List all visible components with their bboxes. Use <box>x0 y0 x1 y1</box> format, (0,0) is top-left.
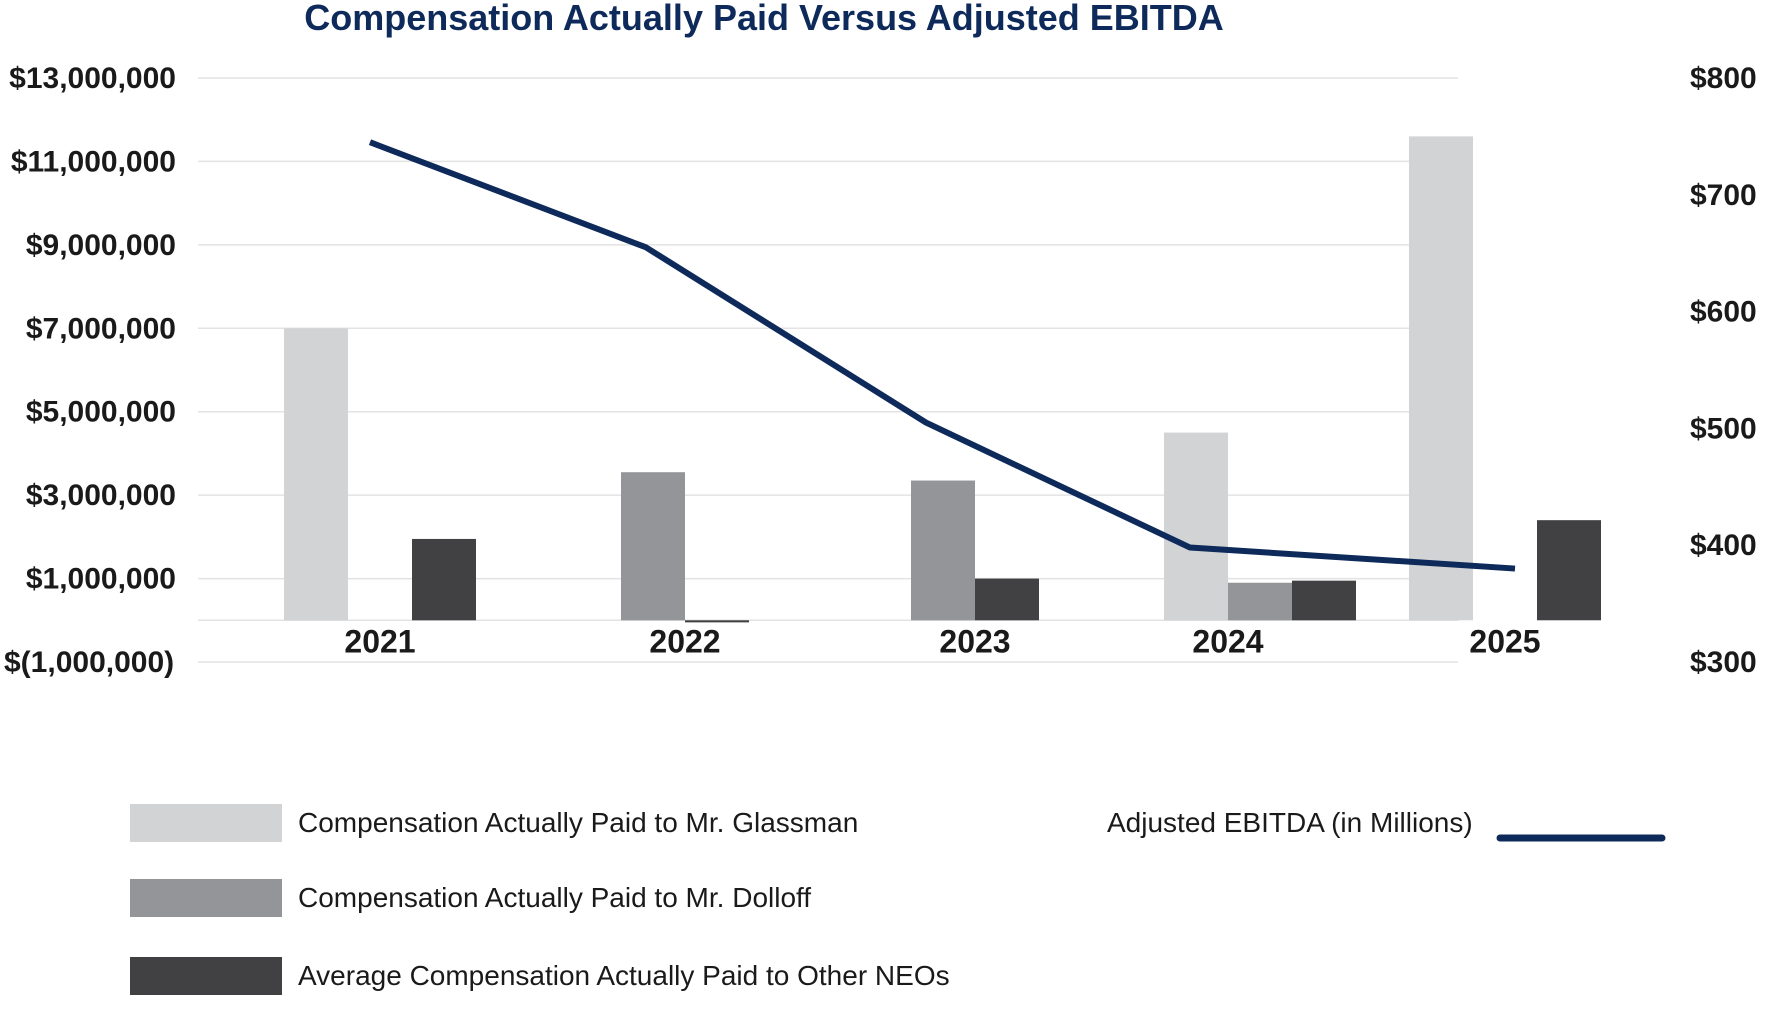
bars <box>284 136 1601 623</box>
legend-swatch-3 <box>130 957 282 995</box>
left-axis-tick-label: $13,000,000 <box>9 62 176 95</box>
ebitda-line-path <box>368 139 1516 572</box>
chart-title: Compensation Actually Paid Versus Adjust… <box>304 0 1224 38</box>
bar-3-2021 <box>412 538 476 621</box>
right-axis-tick-label: $500 <box>1690 412 1757 445</box>
bar-3-2024 <box>1292 580 1356 621</box>
x-tick-label: 2024 <box>1192 623 1263 659</box>
x-tick-label: 2022 <box>649 623 720 659</box>
left-axis-tick-label: $11,000,000 <box>11 145 176 178</box>
legend-swatch-1 <box>130 804 282 842</box>
left-axis-tick-label: $3,000,000 <box>26 479 176 512</box>
legend-swatch-2 <box>130 879 282 917</box>
bar-2-2023 <box>911 480 975 621</box>
bar-3-2022 <box>685 620 749 623</box>
x-tick-label: 2025 <box>1469 623 1540 659</box>
gridlines <box>198 77 1458 663</box>
legend-label: Adjusted EBITDA (in Millions) <box>1107 807 1473 838</box>
legend-label: Compensation Actually Paid to Mr. Glassm… <box>298 807 858 838</box>
x-tick-label: 2023 <box>939 623 1010 659</box>
ebitda-line <box>368 139 1516 572</box>
right-axis-tick-label: $600 <box>1690 296 1757 329</box>
bar-3-2025 <box>1537 520 1601 621</box>
right-axis-tick-label: $700 <box>1690 179 1757 212</box>
bar-2-2024 <box>1228 582 1292 621</box>
x-axis-ticks: 2021 2022 2023 2024 2025 <box>344 623 1540 659</box>
legend-label: Average Compensation Actually Paid to Ot… <box>298 960 950 991</box>
bar-1-2025 <box>1409 136 1473 621</box>
left-axis-tick-label: $1,000,000 <box>26 563 176 596</box>
left-axis-ticks: $13,000,000 $11,000,000 $9,000,000 $7,000,0… <box>4 62 176 679</box>
left-axis-tick-label: $5,000,000 <box>26 396 176 429</box>
right-axis-tick-label: $300 <box>1690 646 1757 679</box>
right-axis-tick-label: $400 <box>1690 529 1757 562</box>
legend: Compensation Actually Paid to Mr. Glassm… <box>130 804 1666 995</box>
bar-3-2023 <box>975 578 1039 621</box>
left-axis-tick-label: $(1,000,000) <box>4 646 174 679</box>
bar-1-2024 <box>1164 432 1228 621</box>
left-axis-tick-label: $7,000,000 <box>26 312 176 345</box>
bar-1-2021 <box>284 328 348 621</box>
left-axis-tick-label: $9,000,000 <box>26 229 176 262</box>
right-axis-tick-label: $800 <box>1690 62 1757 95</box>
x-tick-label: 2021 <box>344 623 415 659</box>
right-axis-ticks: $800 $700 $600 $500 $400 $300 <box>1690 62 1757 679</box>
bar-2-2022 <box>621 472 685 621</box>
legend-label: Compensation Actually Paid to Mr. Dollof… <box>298 882 811 913</box>
